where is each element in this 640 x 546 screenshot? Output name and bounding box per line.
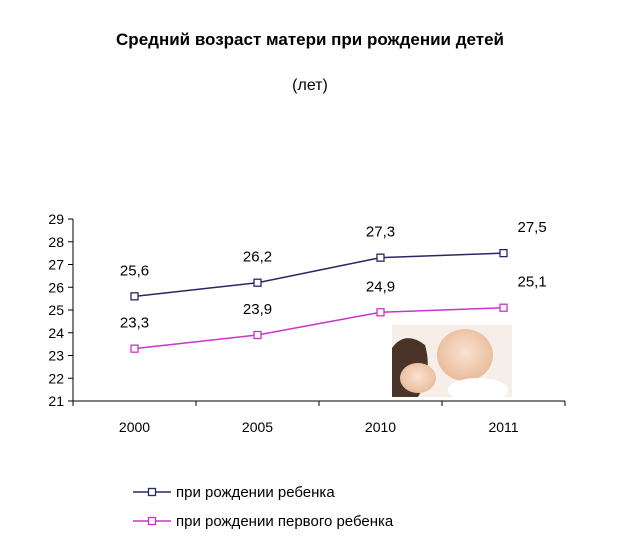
legend-label-2: при рождении первого ребенка — [176, 513, 394, 530]
series-line-2 — [134, 306, 504, 350]
data-label: 23,9 — [243, 301, 272, 318]
x-tick-label: 2011 — [488, 419, 518, 435]
data-label: 25,1 — [518, 274, 547, 291]
y-tick-label: 23 — [48, 348, 64, 364]
x-tick-label: 2010 — [365, 419, 396, 435]
data-point-marker — [376, 308, 385, 317]
series-line-1 — [134, 252, 504, 298]
data-label: 26,2 — [243, 249, 272, 266]
chart-axes: 21 22 23 24 25 26 27 28 29 2000 2005 2010 2011 — [48, 211, 566, 435]
x-tick-label: 2005 — [242, 419, 273, 435]
y-tick-label: 27 — [48, 257, 64, 273]
chart-subtitle: (лет) — [292, 77, 328, 94]
chart-series: 25,6 26,2 27,3 27,5 23,3 23,9 24,9 25,1 — [120, 219, 547, 353]
baby-clothes — [448, 378, 508, 402]
y-tick-label: 29 — [48, 211, 64, 227]
baby-face — [437, 329, 493, 381]
data-point-marker — [376, 253, 385, 262]
y-tick-label: 22 — [48, 370, 64, 386]
data-point-marker — [253, 278, 262, 287]
data-point-marker — [499, 248, 508, 258]
y-tick-label: 28 — [48, 234, 64, 250]
y-tick-label: 24 — [48, 325, 64, 341]
y-tick-label: 25 — [48, 302, 64, 318]
data-point-marker — [130, 344, 139, 353]
x-tick-label: 2000 — [119, 419, 150, 435]
y-tick-label: 26 — [48, 279, 64, 295]
data-label: 27,3 — [366, 224, 395, 241]
data-label: 27,5 — [518, 219, 547, 236]
data-point-marker — [499, 303, 508, 312]
data-label: 25,6 — [120, 262, 149, 279]
data-point-marker — [130, 292, 139, 301]
data-point-marker — [253, 330, 262, 340]
legend-marker-2 — [147, 516, 157, 526]
chart-legend: при рождении ребенка при рождении первого… — [133, 484, 394, 530]
mother-face — [400, 363, 436, 393]
data-label: 23,3 — [120, 315, 149, 332]
chart-title: Средний возраст матери при рождении дете… — [116, 30, 504, 49]
data-label: 24,9 — [366, 278, 395, 295]
mother-and-baby-photo — [392, 325, 512, 402]
legend-marker-1 — [147, 487, 157, 497]
y-tick-label: 21 — [48, 393, 64, 409]
legend-label-1: при рождении ребенка — [176, 484, 335, 501]
